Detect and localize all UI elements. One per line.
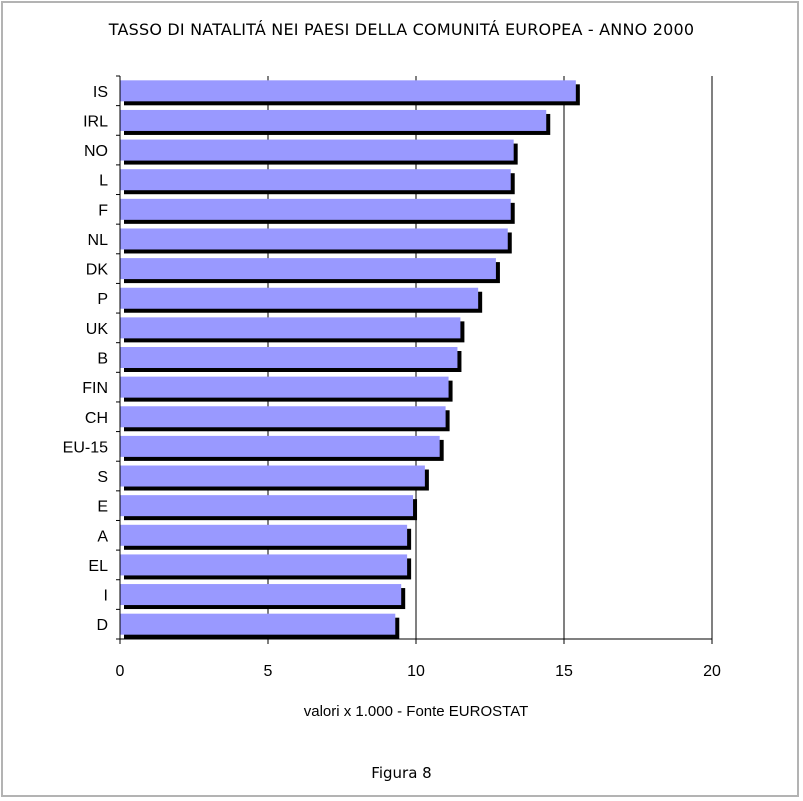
bar-S (120, 465, 425, 487)
bar-DK (120, 258, 496, 280)
y-tick-label: EU-15 (63, 439, 108, 456)
axes (116, 75, 713, 644)
y-tick-label: S (97, 469, 108, 486)
x-tick-label: 10 (407, 663, 425, 680)
y-tick-label: FIN (82, 380, 108, 397)
y-tick-label: L (99, 173, 108, 190)
bar-P (120, 287, 479, 309)
x-tick-label: 0 (116, 663, 125, 680)
y-tick-label: NL (88, 232, 109, 249)
y-tick-label: UK (86, 321, 109, 338)
bar-F (120, 198, 511, 220)
bar-A (120, 524, 408, 546)
chart-title: TASSO DI NATALITÁ NEI PAESI DELLA COMUNI… (108, 20, 695, 39)
y-tick-label: CH (85, 410, 108, 427)
x-tick-label: 20 (703, 663, 721, 680)
y-tick-label: IS (93, 84, 108, 101)
bar-E (120, 495, 414, 517)
bar-EU-15 (120, 435, 440, 457)
x-tick-labels: 0 5 10 15 20 (116, 663, 721, 680)
y-tick-label: EL (88, 558, 108, 575)
figure-caption: Figura 8 (371, 764, 432, 782)
bar-CH (120, 406, 446, 428)
y-tick-label: NO (84, 143, 108, 160)
y-tick-label: E (97, 499, 108, 516)
x-tick-label: 15 (555, 663, 573, 680)
y-tick-label: IRL (83, 113, 108, 130)
y-tick-label: D (96, 617, 108, 634)
bar-UK (120, 317, 461, 339)
bar-B (120, 347, 458, 368)
y-tick-label: I (104, 588, 108, 605)
y-tick-label: DK (86, 262, 109, 279)
y-tick-label: B (97, 351, 108, 368)
bar-I (120, 584, 402, 606)
bar-L (120, 169, 511, 191)
y-tick-label: A (97, 528, 108, 545)
bar-IS (120, 80, 576, 102)
x-axis-label: valori x 1.000 - Fonte EUROSTAT (303, 703, 529, 720)
y-tick-label: F (98, 202, 108, 219)
y-tick-label: P (97, 291, 108, 308)
bars (120, 80, 580, 639)
bar-NO (120, 139, 514, 161)
x-tick-label: 5 (264, 663, 273, 680)
bar-IRL (120, 109, 547, 131)
y-tick-labels: IS IRL NO LF NL DK P UK B FIN CH EU-15 SEA EL ID (63, 84, 109, 634)
bar-D (120, 613, 396, 635)
bar-FIN (120, 376, 449, 398)
bar-EL (120, 554, 408, 576)
bar-NL (120, 228, 508, 250)
